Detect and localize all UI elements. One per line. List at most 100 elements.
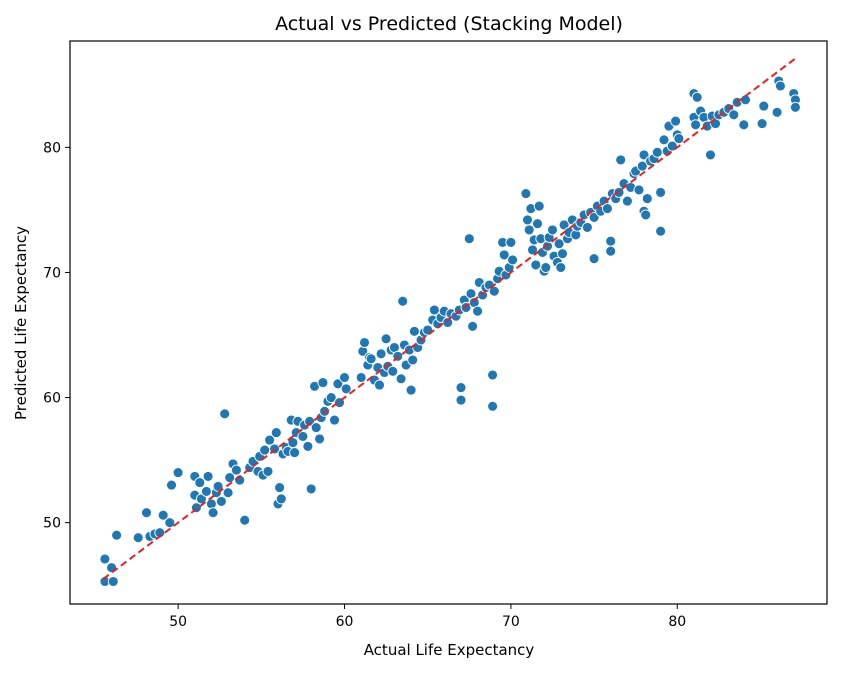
data-point (222, 487, 234, 499)
data-point (239, 514, 251, 526)
data-point (581, 221, 593, 233)
data-point (262, 465, 274, 477)
data-point (472, 305, 484, 317)
axis-ticks: 50 60 70 80 50 60 70 80 (43, 140, 686, 630)
data-point (107, 576, 119, 587)
plot-frame (69, 40, 828, 605)
data-point (498, 249, 510, 261)
data-point (408, 325, 420, 337)
y-tick-label: 80 (43, 140, 61, 156)
data-point (467, 320, 479, 332)
data-point (329, 414, 340, 426)
data-point (407, 354, 419, 366)
data-point (166, 479, 177, 491)
data-point (640, 209, 652, 221)
data-point (601, 203, 613, 215)
data-point (141, 507, 152, 519)
data-point (605, 235, 617, 247)
data-point (542, 240, 553, 252)
data-point (387, 365, 399, 377)
data-point (302, 440, 314, 452)
data-point (375, 348, 387, 360)
data-point (405, 384, 417, 396)
data-point (270, 427, 282, 439)
data-point (99, 553, 111, 565)
data-point (487, 369, 499, 381)
data-point (207, 507, 219, 519)
x-tick-label: 70 (502, 614, 520, 630)
data-point (670, 115, 682, 127)
data-point (172, 467, 184, 479)
data-point (633, 184, 645, 196)
data-point (215, 495, 227, 507)
data-point (756, 118, 768, 130)
data-point (111, 529, 123, 541)
data-point (638, 149, 650, 161)
data-point (523, 224, 535, 236)
data-point (395, 373, 407, 385)
data-point (314, 433, 326, 445)
data-point (317, 377, 329, 389)
data-point (555, 262, 567, 273)
data-point (365, 353, 377, 365)
data-point (339, 372, 350, 383)
data-point (658, 134, 670, 146)
data-point (397, 295, 409, 307)
data-point (275, 493, 287, 505)
data-point (588, 211, 600, 223)
data-point (505, 236, 517, 248)
data-point (488, 285, 500, 297)
y-tick-label: 50 (43, 516, 61, 532)
data-point (157, 509, 169, 521)
data-point (195, 493, 207, 505)
y-tick-label: 60 (43, 391, 61, 407)
data-point (455, 382, 467, 394)
data-point (380, 333, 392, 345)
data-point (164, 517, 176, 529)
data-point (340, 383, 352, 395)
plot-area (99, 57, 801, 587)
data-point (530, 259, 542, 271)
data-point (615, 154, 627, 166)
data-point (636, 160, 648, 172)
data-point (520, 188, 532, 200)
data-point (774, 80, 786, 92)
data-point (533, 200, 545, 212)
data-point (738, 119, 750, 131)
data-point (557, 248, 568, 260)
data-point (332, 378, 344, 390)
data-point (789, 101, 801, 113)
data-point (194, 477, 206, 489)
data-point (374, 379, 385, 391)
data-point (588, 253, 600, 265)
data-point (771, 106, 783, 118)
x-tick-label: 60 (336, 614, 354, 630)
data-point (289, 447, 301, 459)
x-tick-label: 80 (668, 614, 686, 630)
data-point (230, 464, 242, 476)
data-point (205, 498, 217, 510)
y-axis-label: Predicted Life Expectancy (12, 226, 30, 420)
data-point (690, 119, 702, 131)
data-point (325, 392, 337, 404)
data-point (304, 415, 316, 427)
data-point (691, 91, 703, 103)
data-point (355, 372, 367, 383)
data-point (621, 195, 633, 207)
y-tick-label: 70 (43, 265, 61, 281)
data-point (487, 400, 499, 412)
data-point (455, 394, 467, 406)
data-point (259, 444, 271, 456)
x-axis-label: Actual Life Expectancy (364, 641, 535, 659)
data-point (305, 483, 317, 495)
data-point (558, 219, 570, 231)
chart-title: Actual vs Predicted (Stacking Model) (275, 13, 623, 35)
x-tick-label: 50 (169, 614, 187, 630)
data-point (673, 133, 685, 145)
data-point (297, 430, 309, 442)
data-point (605, 245, 617, 257)
data-point (522, 214, 533, 226)
data-point (224, 472, 236, 484)
data-point (507, 254, 519, 266)
